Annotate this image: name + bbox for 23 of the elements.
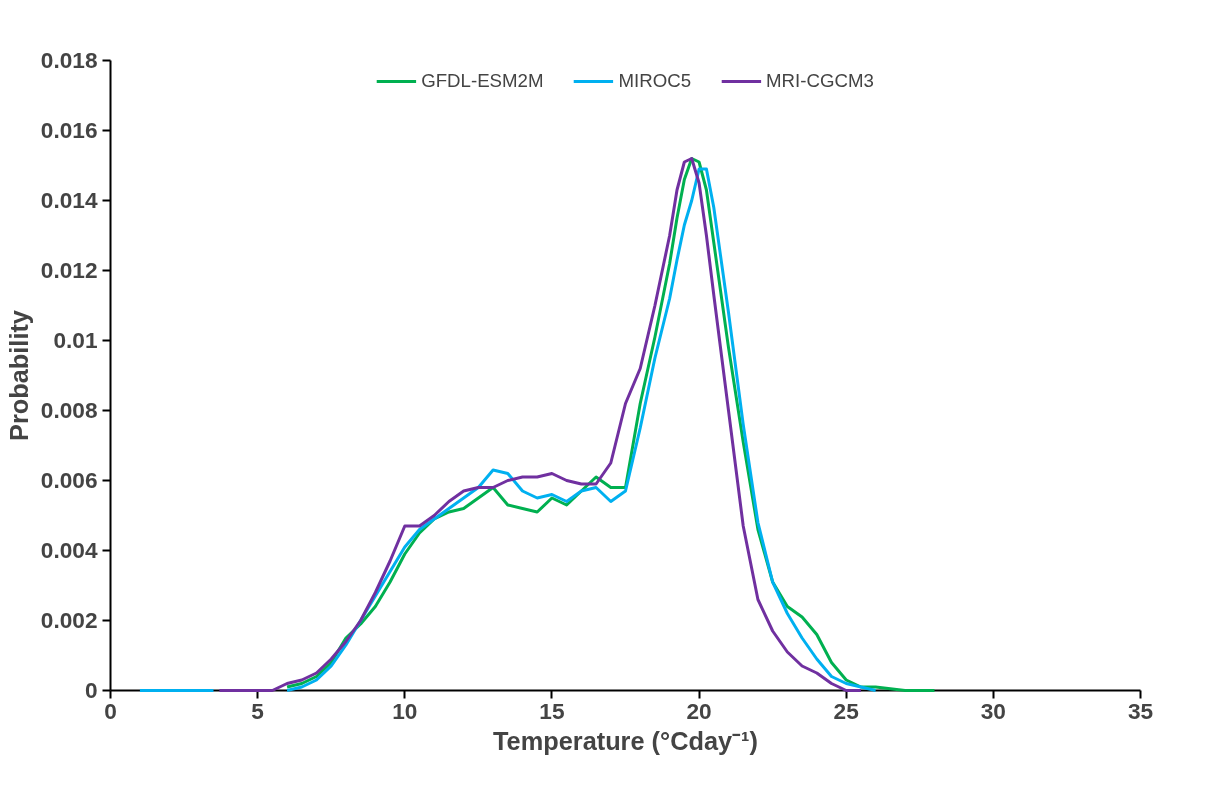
y-tick-label: 0.01 xyxy=(53,327,98,353)
y-tick-label: 0.012 xyxy=(40,257,98,283)
x-tick-label: 30 xyxy=(980,697,1006,724)
y-tick-label: 0 xyxy=(84,677,98,703)
y-tick-label: 0.004 xyxy=(40,537,98,563)
y-tick-label: 0.006 xyxy=(40,467,98,493)
y-tick-label: 0.016 xyxy=(40,117,98,143)
y-tick-label: 0.018 xyxy=(40,47,98,73)
x-axis-title: Temperature (°Cday⁻¹) xyxy=(493,726,758,755)
legend-label: MIROC5 xyxy=(618,70,692,92)
x-tick-label: 20 xyxy=(686,697,712,724)
x-tick-label: 10 xyxy=(392,697,418,724)
x-tick-label: 15 xyxy=(539,697,565,724)
y-tick-label: 0.008 xyxy=(40,397,98,423)
x-tick-label: 0 xyxy=(104,697,117,724)
y-tick-label: 0.014 xyxy=(40,187,98,213)
x-tick-label: 5 xyxy=(251,697,264,724)
x-tick-label: 35 xyxy=(1127,697,1154,724)
legend-label: GFDL-ESM2M xyxy=(421,70,544,92)
y-tick-label: 0.002 xyxy=(40,607,98,633)
y-axis-title: Probability xyxy=(4,310,33,441)
x-tick-label: 25 xyxy=(833,697,859,724)
legend-label: MRI-CGCM3 xyxy=(766,70,874,92)
